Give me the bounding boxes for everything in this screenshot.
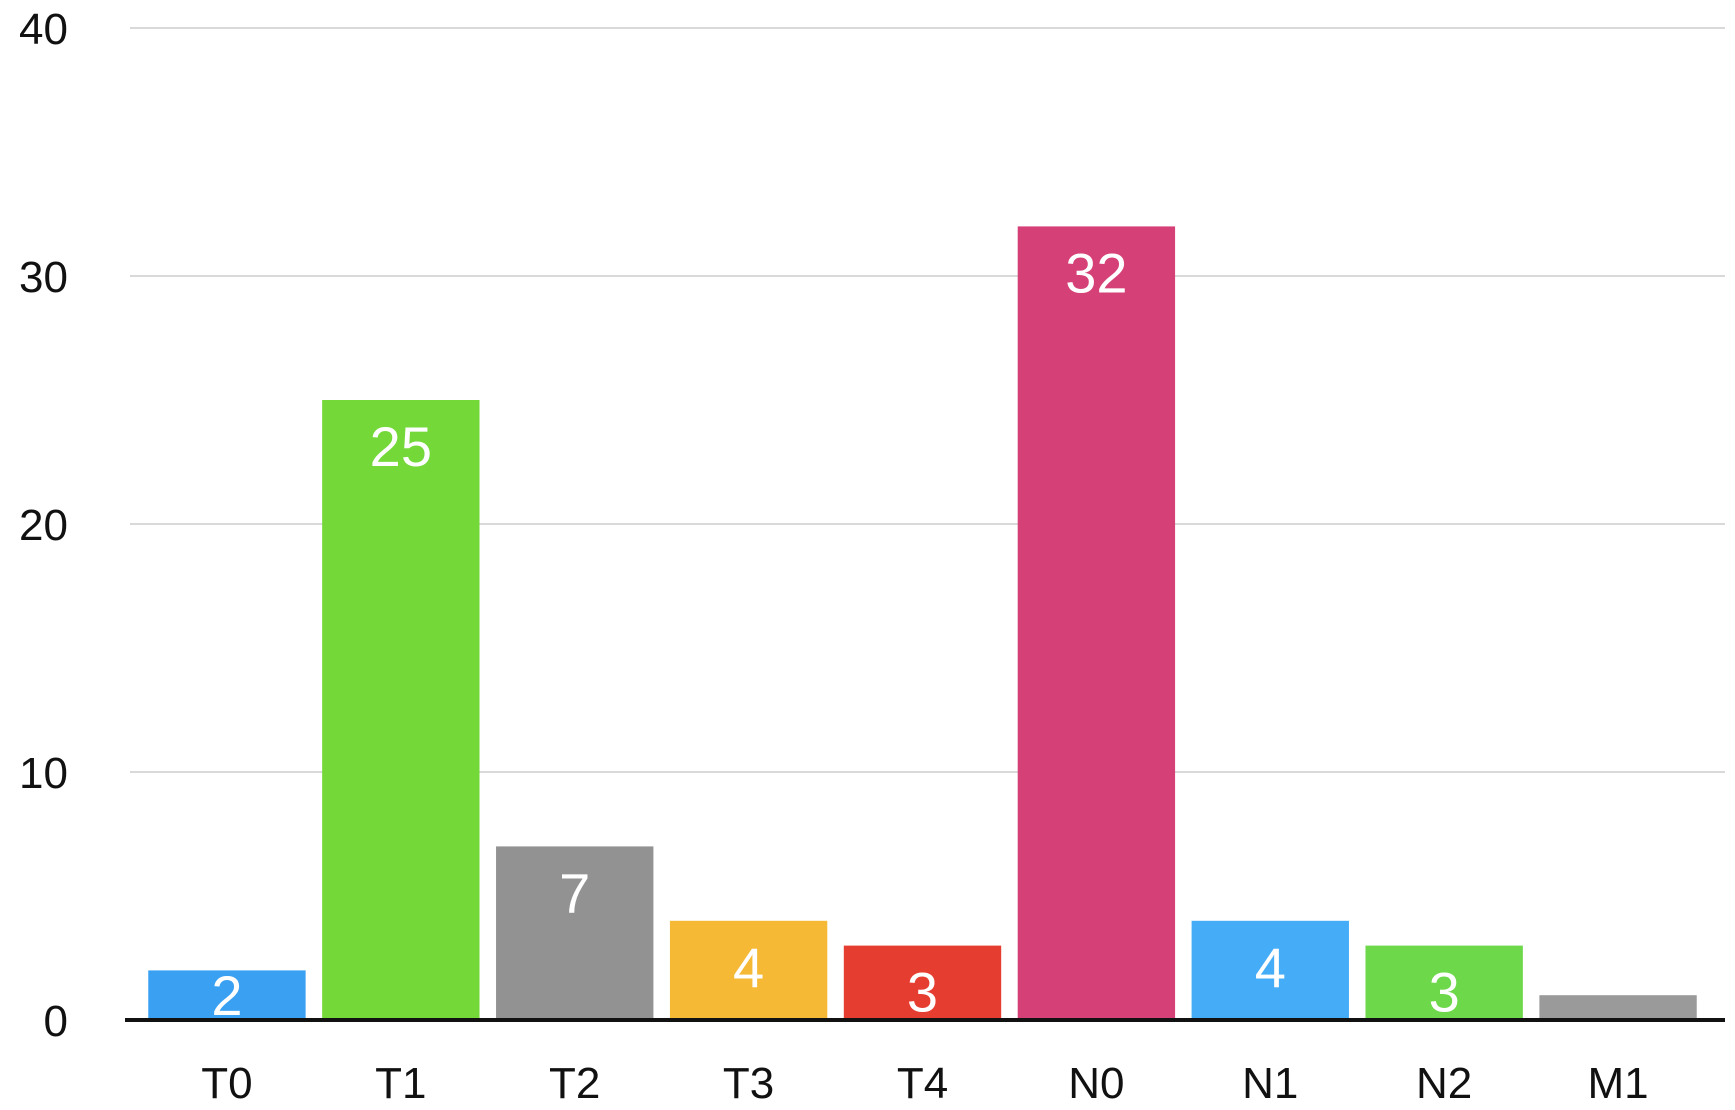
data-label-n1: 4 (1255, 936, 1286, 999)
bar-t2 (496, 846, 654, 1020)
data-label-t0: 2 (211, 964, 242, 1027)
bar-t0 (148, 970, 306, 1020)
x-tick-label-t4: T4 (897, 1059, 948, 1108)
data-label-t4: 3 (907, 961, 938, 1024)
x-tick-label-m1: M1 (1587, 1059, 1648, 1108)
data-labels-layer: 2 25 7 4 3 32 4 3 (211, 241, 1459, 1027)
y-tick-label: 20 (19, 501, 68, 550)
x-tick-label-t1: T1 (375, 1059, 426, 1108)
bars-layer (148, 226, 1697, 1020)
bar-n1 (1191, 920, 1349, 1020)
x-tick-label-t2: T2 (549, 1059, 600, 1108)
data-label-t1: 25 (370, 415, 432, 478)
bar-n0 (1017, 226, 1176, 1020)
data-label-t3: 4 (733, 936, 764, 999)
x-tick-label-n2: N2 (1416, 1059, 1472, 1108)
bar-t1 (322, 400, 480, 1020)
x-tick-label-t3: T3 (723, 1059, 774, 1108)
data-label-n0: 32 (1065, 241, 1127, 304)
y-tick-label: 40 (19, 5, 68, 54)
bar-t4 (843, 945, 1002, 1020)
x-tick-label-t0: T0 (201, 1059, 252, 1108)
x-tick-label-n0: N0 (1068, 1059, 1124, 1108)
y-tick-label: 30 (19, 253, 68, 302)
bar-t3 (669, 920, 828, 1020)
x-tick-label-n1: N1 (1242, 1059, 1298, 1108)
data-label-n2: 3 (1429, 961, 1460, 1024)
bar-n2 (1365, 945, 1523, 1020)
y-tick-label: 10 (19, 749, 68, 798)
y-tick-label: 0 (44, 997, 68, 1046)
data-label-t2: 7 (559, 861, 590, 924)
bar-m1 (1539, 995, 1697, 1020)
axis-layer: 0 10 20 30 40 T0 T1 T2 T3 T4 N0 N1 N2 M1 (19, 5, 1725, 1108)
